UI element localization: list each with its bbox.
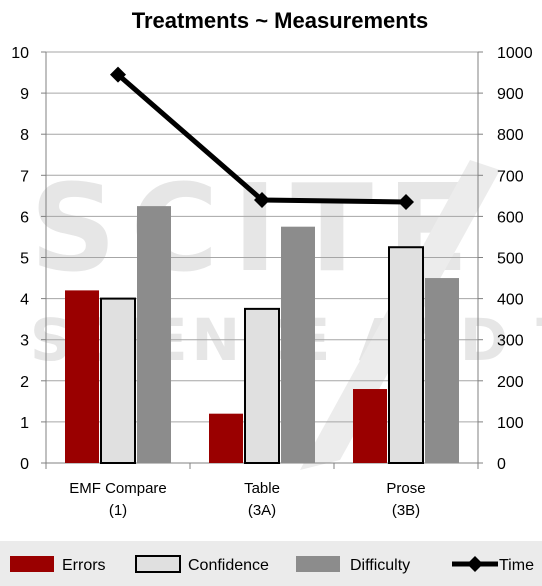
category-label: Table [244, 480, 280, 497]
right-tick-label: 100 [497, 415, 524, 432]
time-point [398, 194, 414, 211]
legend-label-difficulty: Difficulty [350, 557, 410, 574]
legend-swatch-confidence [135, 555, 181, 573]
legend-swatch-difficulty [296, 556, 340, 572]
left-tick-label: 8 [20, 127, 29, 144]
right-tick-label: 700 [497, 168, 524, 185]
left-tick-label: 0 [20, 456, 29, 473]
bar-confidence [244, 307, 280, 464]
bars [65, 206, 459, 464]
bar-confidence [100, 297, 136, 464]
bar-difficulty [425, 278, 459, 463]
legend: Errors Confidence Difficulty Time [10, 555, 534, 574]
left-tick-label: 9 [20, 86, 29, 103]
category-label: (3A) [248, 502, 276, 519]
left-tick-label: 7 [20, 168, 29, 185]
legend-background [0, 541, 542, 586]
right-tick-label: 500 [497, 251, 524, 268]
right-tick-label: 1000 [497, 45, 533, 62]
category-label: (3B) [392, 502, 420, 519]
right-tick-label: 800 [497, 127, 524, 144]
legend-label-time: Time [499, 557, 534, 574]
bar-difficulty [137, 206, 171, 463]
legend-marker-time [467, 556, 483, 572]
left-tick-label: 2 [20, 374, 29, 391]
right-tick-label: 200 [497, 374, 524, 391]
category-labels: EMF Compare (1) Table (3A) Prose (3B) [69, 480, 425, 519]
time-point [110, 66, 126, 83]
bar-errors [353, 389, 387, 463]
bar-confidence [388, 246, 424, 464]
category-label: (1) [109, 502, 127, 519]
left-tick-label: 3 [20, 333, 29, 350]
right-tick-label: 300 [497, 333, 524, 350]
time-line [110, 66, 414, 211]
left-tick-label: 4 [20, 292, 29, 309]
right-tick-label: 0 [497, 456, 506, 473]
bar-difficulty [281, 226, 315, 463]
legend-swatch-errors [10, 556, 54, 572]
bar-errors [209, 413, 243, 463]
left-tick-label: 6 [20, 209, 29, 226]
left-tick-label: 1 [20, 415, 29, 432]
category-label: EMF Compare [69, 480, 167, 497]
legend-label-errors: Errors [62, 557, 106, 574]
time-point [254, 191, 270, 208]
bar-errors [65, 290, 99, 463]
category-label: Prose [386, 480, 425, 497]
legend-label-confidence: Confidence [188, 557, 269, 574]
right-tick-label: 900 [497, 86, 524, 103]
chart-title: Treatments ~ Measurements [132, 8, 429, 33]
right-tick-label: 400 [497, 292, 524, 309]
left-tick-label: 5 [20, 251, 29, 268]
right-tick-label: 600 [497, 209, 524, 226]
left-tick-label: 10 [11, 45, 29, 62]
